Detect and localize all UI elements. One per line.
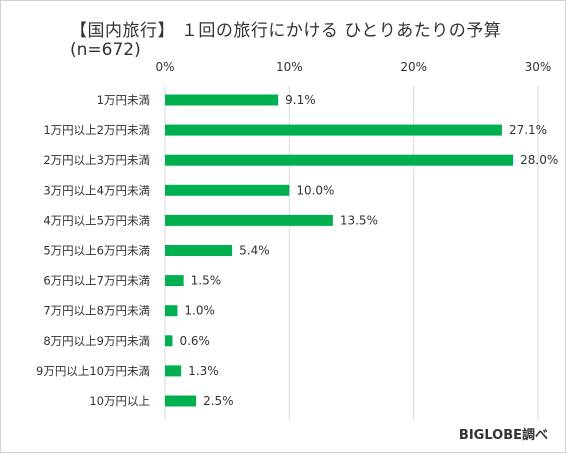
category-label: 7万円以上8万円未満	[43, 304, 150, 318]
data-label: 1.0%	[184, 304, 215, 318]
category-label: 9万円以上10万円未満	[36, 364, 150, 378]
bar	[165, 94, 279, 106]
category-label: 8万円以上9万円未満	[43, 334, 150, 348]
data-label: 27.1%	[509, 123, 547, 137]
data-label: 28.0%	[520, 153, 558, 167]
bar	[165, 154, 514, 166]
category-label: 5万円以上6万円未満	[43, 244, 150, 258]
x-tick-label: 30%	[525, 60, 552, 74]
data-label: 5.4%	[239, 244, 270, 258]
source-note: BIGLOBE調べ	[458, 428, 548, 443]
category-label: 2万円以上3万円未満	[43, 153, 150, 167]
bar	[165, 214, 333, 226]
category-label: 1万円以上2万円未満	[43, 123, 150, 137]
bar	[165, 184, 290, 196]
chart-title: 【国内旅行】 １回の旅行にかける ひとりあたりの予算	[70, 21, 502, 41]
category-label: 1万円未満	[97, 93, 150, 107]
data-label: 2.5%	[203, 394, 234, 408]
category-labels: 1万円未満 1万円以上2万円未満 2万円以上3万円未満 3万円以上4万円未満 4万円以上…	[36, 93, 150, 408]
category-label: 6万円以上7万円未満	[43, 274, 150, 288]
x-tick-label: 0%	[155, 60, 174, 74]
x-tick-label: 20%	[400, 60, 427, 74]
bar	[165, 335, 173, 347]
bar	[165, 395, 197, 407]
data-label: 1.5%	[191, 274, 222, 288]
category-label: 10万円以上	[89, 394, 150, 408]
data-label: 9.1%	[285, 93, 316, 107]
data-label: 13.5%	[340, 213, 378, 227]
bar	[165, 124, 502, 136]
data-labels: 9.1% 27.1% 28.0% 10.0% 13.5% 5.4% 1.5% 1.0% 0.6%…	[179, 93, 558, 408]
bars	[165, 94, 514, 407]
chart-subtitle: (n=672)	[70, 40, 141, 60]
category-label: 4万円以上5万円未満	[43, 213, 150, 227]
x-tick-label: 10%	[276, 60, 303, 74]
category-label: 3万円以上4万円未満	[43, 183, 150, 197]
x-axis-ticks: 0% 10% 20% 30%	[155, 60, 551, 74]
bar	[165, 365, 182, 377]
data-label: 0.6%	[179, 334, 210, 348]
bar	[165, 275, 184, 287]
bar	[165, 245, 233, 256]
bar	[165, 305, 178, 317]
data-label: 10.0%	[296, 183, 334, 197]
data-label: 1.3%	[188, 364, 219, 378]
